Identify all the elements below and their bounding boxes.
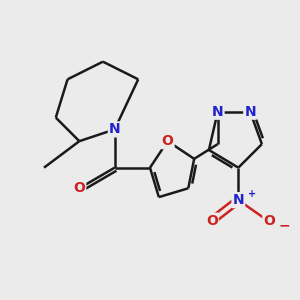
Text: O: O [162, 134, 174, 148]
Text: N: N [212, 105, 224, 119]
Text: O: O [206, 214, 218, 228]
Text: N: N [109, 122, 121, 136]
Text: N: N [232, 193, 244, 207]
Text: +: + [248, 189, 256, 199]
Text: O: O [74, 181, 85, 195]
Text: −: − [278, 218, 290, 232]
Text: N: N [244, 105, 256, 119]
Text: O: O [263, 214, 275, 228]
